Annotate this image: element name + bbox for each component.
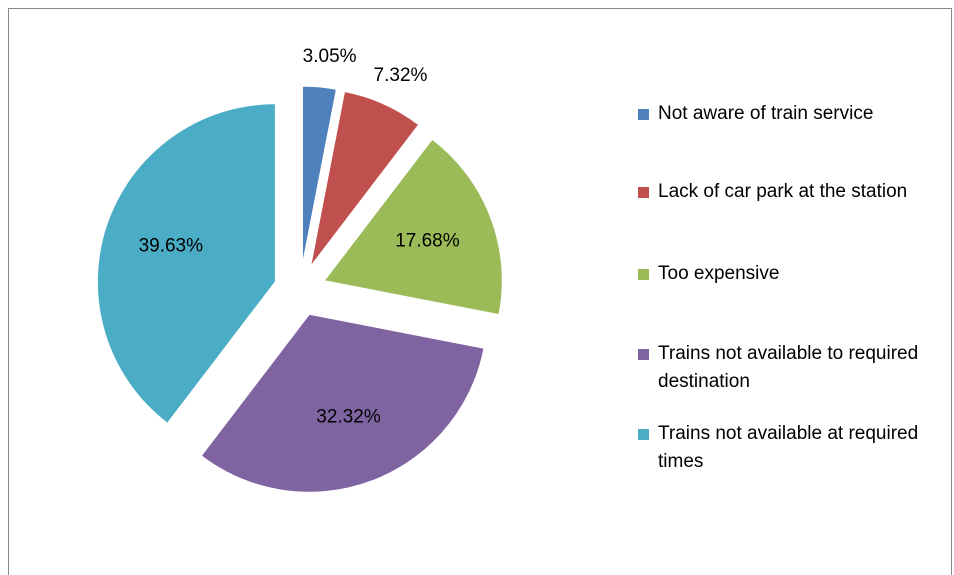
pie-slice	[96, 103, 276, 424]
legend-label: Lack of car park at the station	[658, 181, 908, 202]
legend-label: Trains not available at required times	[658, 423, 919, 472]
data-label: 39.63%	[139, 235, 204, 256]
data-label: 7.32%	[374, 65, 428, 86]
legend-item: Lack of car park at the station	[638, 178, 938, 206]
pie-slice	[323, 138, 503, 316]
legend-swatch	[638, 349, 649, 360]
pie-slice	[301, 85, 337, 265]
legend-item: Too expensive	[638, 260, 938, 288]
pie-slice	[310, 90, 420, 267]
chart-frame	[8, 8, 952, 575]
legend-label: Not aware of train service	[658, 103, 874, 124]
legend-label: Trains not available to required destina…	[658, 343, 919, 392]
legend-swatch	[638, 429, 649, 440]
legend-item: Trains not available at required times	[638, 420, 938, 476]
legend-label: Too expensive	[658, 263, 780, 284]
legend-item: Not aware of train service	[638, 100, 938, 128]
legend-swatch	[638, 109, 649, 120]
legend-swatch	[638, 269, 649, 280]
data-label: 32.32%	[316, 406, 381, 427]
legend-item: Trains not available to required destina…	[638, 340, 938, 396]
legend-swatch	[638, 187, 649, 198]
data-label: 17.68%	[395, 230, 460, 251]
pie-slice	[200, 313, 485, 493]
data-label: 3.05%	[303, 46, 357, 67]
